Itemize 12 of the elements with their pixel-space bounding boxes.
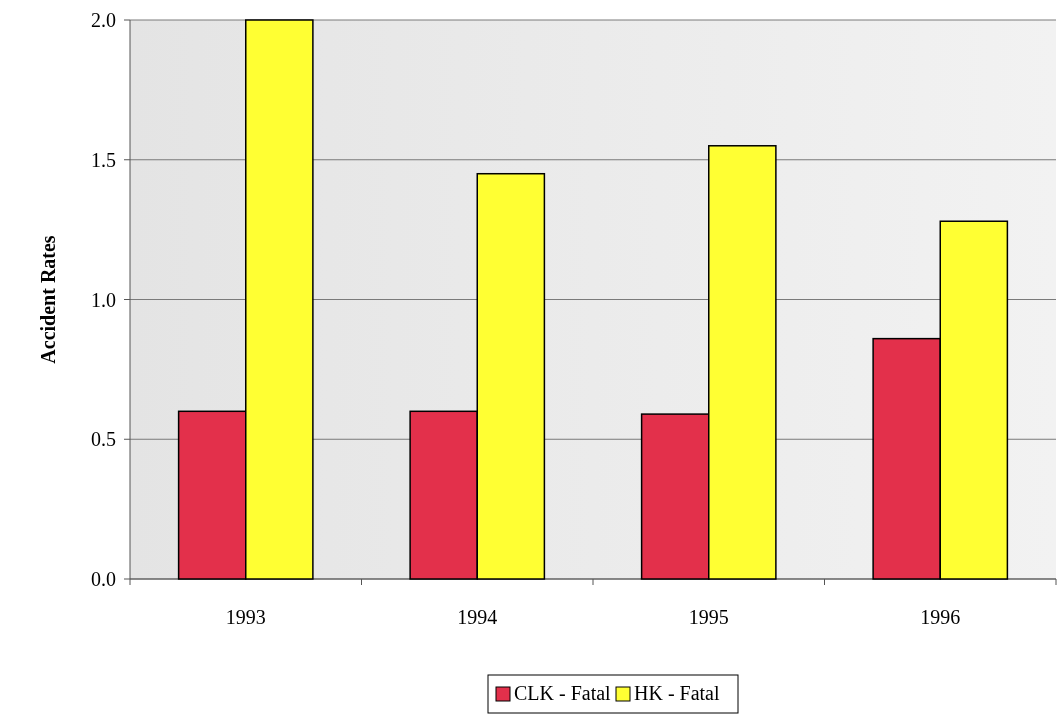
legend-label: CLK - Fatal	[514, 682, 612, 704]
y-tick-label: 2.0	[91, 9, 116, 31]
x-tick-label: 1996	[920, 606, 961, 628]
x-tick-label: 1993	[225, 606, 266, 628]
y-tick-label: 1.5	[91, 148, 116, 171]
y-tick-label: 0.0	[91, 568, 116, 590]
x-tick-label: 1995	[688, 606, 729, 628]
x-tick-label: 1994	[457, 606, 498, 628]
legend-label: HK - Fatal	[634, 682, 720, 704]
y-axis-title: Accident Rates	[37, 235, 59, 364]
y-tick-label: 1.0	[91, 288, 116, 311]
y-tick-label: 0.5	[91, 428, 116, 451]
